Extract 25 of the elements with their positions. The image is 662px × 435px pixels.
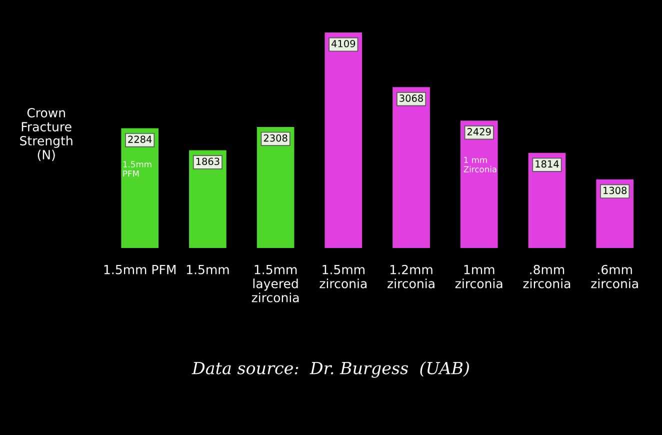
x-tick-label: 1.5mm xyxy=(186,265,229,274)
x-tick-label: 1.5mm layered zirconia xyxy=(252,265,299,302)
annotation: 1 mm Zirconia xyxy=(464,156,496,172)
y-axis-title: Crown Fracture Strength (N) xyxy=(20,108,72,161)
bar xyxy=(460,120,498,248)
data-label: 1308 xyxy=(604,186,627,194)
x-tick-label: 1.5mm PFM xyxy=(104,265,176,274)
data-label: 2284 xyxy=(128,136,152,143)
data-label: 4109 xyxy=(332,40,356,48)
data-label: 1863 xyxy=(196,158,220,166)
data-label: 2308 xyxy=(264,134,288,142)
source-note: Data source: Dr. Burgess (UAB) xyxy=(192,361,469,378)
data-label: 2429 xyxy=(467,128,491,136)
bar xyxy=(256,126,294,248)
bar xyxy=(392,87,430,248)
data-label: 3068 xyxy=(400,94,423,102)
x-tick-label: .8mm zirconia xyxy=(523,264,570,288)
annotation: 1.5mm PFM xyxy=(123,161,152,177)
data-label: 1814 xyxy=(536,160,559,168)
x-tick-label: 1.5mm zirconia xyxy=(320,265,367,288)
x-tick-label: 1mm zirconia xyxy=(455,265,502,288)
x-tick-label: .6mm zirconia xyxy=(591,264,638,288)
bar xyxy=(121,128,159,248)
bar xyxy=(324,32,362,248)
x-tick-label: 1.2mm zirconia xyxy=(388,264,434,288)
